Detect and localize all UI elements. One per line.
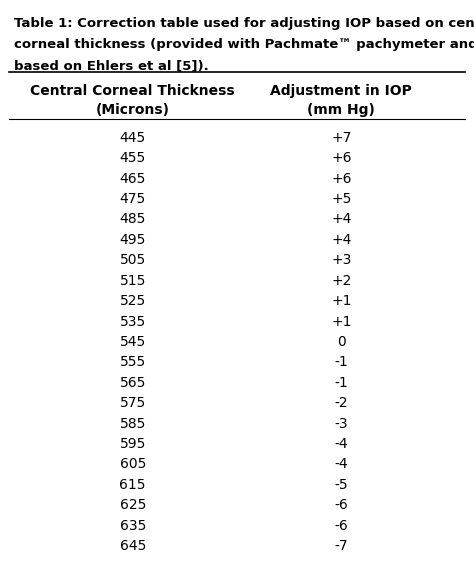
Text: Adjustment in IOP: Adjustment in IOP bbox=[270, 84, 412, 98]
Text: 475: 475 bbox=[119, 192, 146, 206]
Text: -6: -6 bbox=[334, 519, 348, 533]
Text: 635: 635 bbox=[119, 519, 146, 533]
Text: 495: 495 bbox=[119, 233, 146, 247]
Text: 595: 595 bbox=[119, 437, 146, 451]
Text: +2: +2 bbox=[331, 274, 351, 288]
Text: based on Ehlers et al [5]).: based on Ehlers et al [5]). bbox=[14, 60, 209, 72]
Text: (mm Hg): (mm Hg) bbox=[307, 103, 375, 117]
Text: 605: 605 bbox=[119, 457, 146, 472]
Text: -1: -1 bbox=[334, 376, 348, 390]
Text: +3: +3 bbox=[331, 253, 351, 268]
Text: 615: 615 bbox=[119, 478, 146, 492]
Text: -2: -2 bbox=[335, 396, 348, 410]
Text: 505: 505 bbox=[119, 253, 146, 268]
Text: 0: 0 bbox=[337, 335, 346, 349]
Text: -7: -7 bbox=[335, 539, 348, 553]
Text: +5: +5 bbox=[331, 192, 351, 206]
Text: -4: -4 bbox=[335, 457, 348, 472]
Text: -4: -4 bbox=[335, 437, 348, 451]
Text: 455: 455 bbox=[119, 151, 146, 165]
Text: +4: +4 bbox=[331, 212, 351, 226]
Text: 555: 555 bbox=[119, 355, 146, 369]
Text: 535: 535 bbox=[119, 315, 146, 329]
Text: 525: 525 bbox=[119, 294, 146, 308]
Text: 585: 585 bbox=[119, 416, 146, 430]
Text: +1: +1 bbox=[331, 294, 352, 308]
Text: (Microns): (Microns) bbox=[96, 103, 170, 117]
Text: +6: +6 bbox=[331, 171, 352, 185]
Text: 575: 575 bbox=[119, 396, 146, 410]
Text: 545: 545 bbox=[119, 335, 146, 349]
Text: 515: 515 bbox=[119, 274, 146, 288]
Text: Table 1: Correction table used for adjusting IOP based on central: Table 1: Correction table used for adjus… bbox=[14, 17, 474, 30]
Text: +1: +1 bbox=[331, 315, 352, 329]
Text: Central Corneal Thickness: Central Corneal Thickness bbox=[30, 84, 235, 98]
Text: +4: +4 bbox=[331, 233, 351, 247]
Text: 445: 445 bbox=[119, 131, 146, 145]
Text: 565: 565 bbox=[119, 376, 146, 390]
Text: +7: +7 bbox=[331, 131, 351, 145]
Text: -6: -6 bbox=[334, 498, 348, 513]
Text: -1: -1 bbox=[334, 355, 348, 369]
Text: corneal thickness (provided with Pachmate™ pachymeter and: corneal thickness (provided with Pachmat… bbox=[14, 38, 474, 51]
Text: 645: 645 bbox=[119, 539, 146, 553]
Text: 485: 485 bbox=[119, 212, 146, 226]
Text: +6: +6 bbox=[331, 151, 352, 165]
Text: 465: 465 bbox=[119, 171, 146, 185]
Text: -3: -3 bbox=[335, 416, 348, 430]
Text: 625: 625 bbox=[119, 498, 146, 513]
Text: -5: -5 bbox=[335, 478, 348, 492]
